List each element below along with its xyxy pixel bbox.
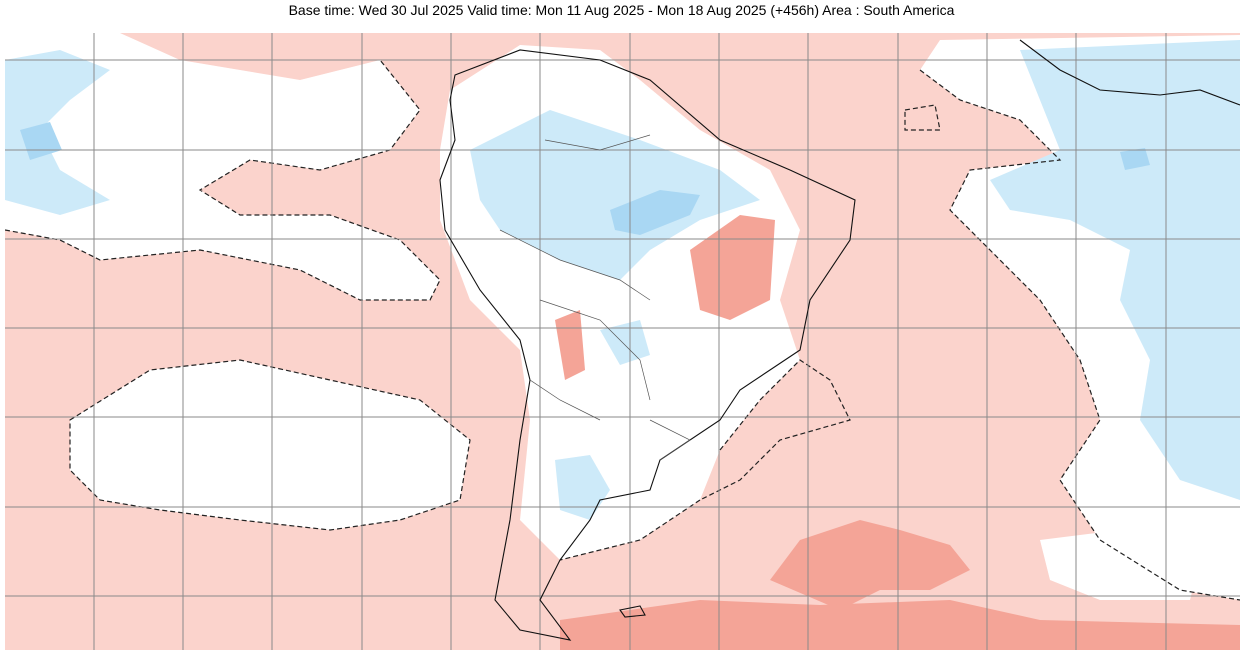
- contour: [904, 104, 941, 131]
- negative-region: [5, 50, 110, 215]
- coastline: [619, 605, 646, 618]
- neutral-region: [70, 360, 470, 530]
- coastline: [439, 49, 856, 641]
- strong-positive-region: [770, 520, 970, 610]
- strong-positive-region: [690, 215, 775, 320]
- map-title: Base time: Wed 30 Jul 2025 Valid time: M…: [288, 2, 955, 18]
- country-border: [499, 134, 691, 461]
- graticule: [5, 33, 1240, 650]
- strong-positive-region: [560, 600, 1240, 650]
- contour: [69, 359, 471, 531]
- contour: [919, 69, 1240, 601]
- strong-negative-region: [610, 190, 700, 235]
- negative-region: [990, 40, 1240, 500]
- strong-negative-region: [1120, 148, 1150, 170]
- negative-region: [600, 320, 650, 365]
- negative-region: [470, 110, 760, 280]
- contour: [559, 359, 851, 561]
- neutral-region: [5, 33, 440, 300]
- neutral-region: [1040, 530, 1200, 600]
- anomaly-field: [5, 33, 1240, 650]
- negative-region: [555, 455, 610, 520]
- coastline: [1019, 39, 1240, 106]
- contour: [5, 59, 441, 301]
